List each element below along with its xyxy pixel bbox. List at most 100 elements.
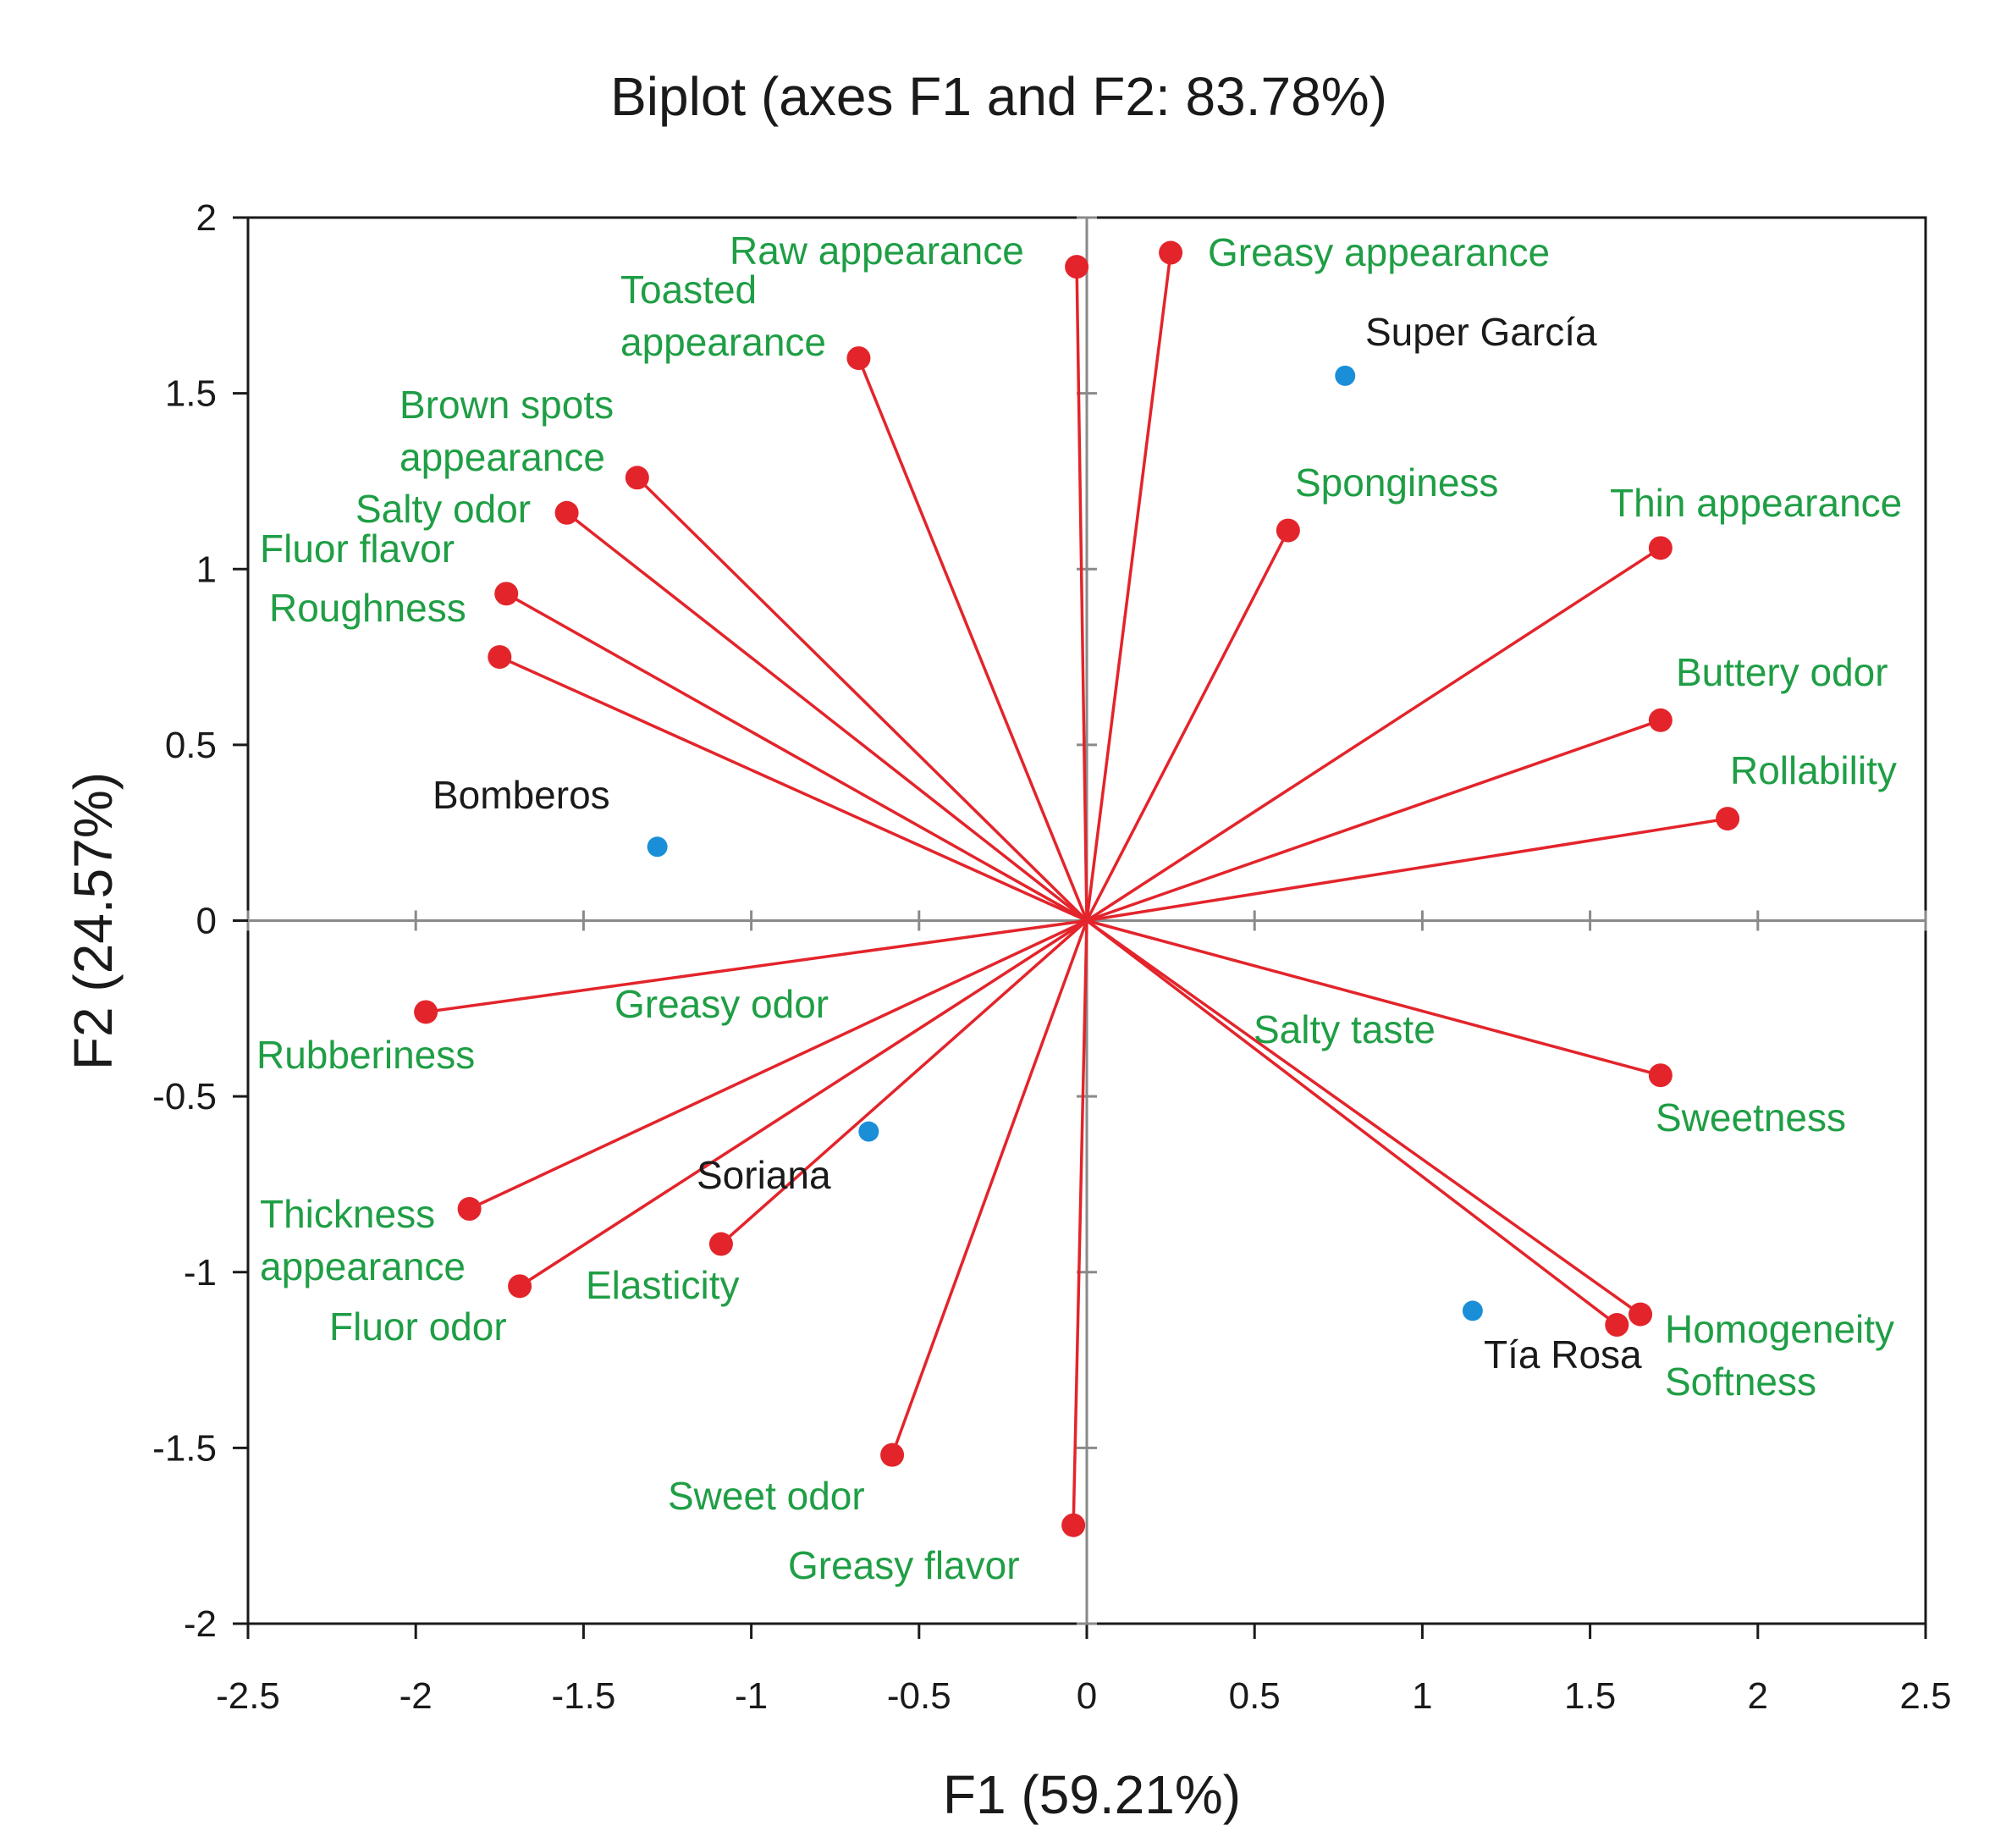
x-tick-label: 1.5	[1564, 1675, 1616, 1717]
variable-vector	[1086, 918, 1662, 1077]
variable-point	[488, 645, 512, 670]
plot-area: -2.5 -2 -1.5 -1 -0.5 0 0.5 1 1.5 2 2.5 -2 -1.5 -1 -0.5…	[152, 197, 1951, 1717]
y-tick-label: -2	[184, 1603, 217, 1645]
variable-label: Fluor flavor	[260, 527, 455, 571]
variable-label: Homogeneity	[1665, 1307, 1894, 1351]
y-tick-label: -1.5	[152, 1427, 217, 1469]
chart-title: Biplot (axes F1 and F2: 83.78%)	[610, 66, 1387, 127]
variable-label: Greasy odor	[614, 982, 829, 1026]
y-tick-label: 2	[196, 197, 217, 239]
variable-label: Thickness appearance	[260, 1192, 466, 1288]
variable-vector	[519, 919, 1088, 1288]
variable-point	[1065, 255, 1089, 279]
observation-label: Super García	[1365, 310, 1597, 354]
variable-point	[554, 500, 579, 525]
variable-label: Raw appearance	[730, 229, 1024, 273]
variable-label: Elasticity	[586, 1263, 739, 1307]
variable-label-line: appearance	[400, 435, 605, 479]
variable-label-line: Thickness	[260, 1192, 435, 1236]
observation-label: Tía Rosa	[1484, 1332, 1642, 1376]
variable-vector	[1086, 719, 1662, 923]
variable-label: Sweetness	[1656, 1095, 1846, 1139]
variable-label: Buttery odor	[1676, 650, 1888, 694]
y-axis-title: F2 (24.57%)	[63, 772, 124, 1070]
variable-point	[1648, 1063, 1673, 1088]
variable-point	[880, 1443, 905, 1467]
variable-label: Thin appearance	[1610, 481, 1902, 525]
variable-vector	[1085, 252, 1172, 921]
variable-vector	[636, 477, 1088, 922]
variable-point	[1276, 518, 1300, 543]
variable-label-line: appearance	[620, 320, 826, 364]
variable-vector	[1085, 919, 1642, 1316]
variable-vector	[1085, 919, 1618, 1327]
x-axis-title: F1 (59.21%)	[943, 1764, 1241, 1825]
variable-label: Salty taste	[1254, 1007, 1436, 1051]
variable-vector	[1085, 529, 1290, 922]
variable-vector	[1086, 817, 1728, 923]
x-tick-label: -0.5	[887, 1675, 951, 1717]
variable-label: Salty odor	[355, 487, 531, 531]
variable-point	[1716, 807, 1740, 831]
x-tick-label: 2.5	[1899, 1675, 1951, 1717]
variable-point	[1629, 1302, 1653, 1327]
x-tick-label: 2	[1748, 1675, 1768, 1717]
variable-label: Brown spots appearance	[400, 383, 614, 479]
variable-point	[1605, 1313, 1629, 1338]
y-tick-label: 0.5	[165, 725, 217, 766]
variable-label: Greasy flavor	[788, 1543, 1020, 1587]
observation-point	[1462, 1300, 1483, 1321]
variable-vector	[1072, 920, 1088, 1525]
x-tick-label: 0	[1077, 1675, 1097, 1717]
x-tick-label: -2	[400, 1675, 433, 1717]
y-tick-label: 0	[196, 901, 217, 942]
variable-vector	[1075, 267, 1088, 921]
variable-label: Greasy appearance	[1208, 230, 1550, 274]
variable-vector	[890, 919, 1088, 1456]
x-tick-label: -1.5	[551, 1675, 615, 1717]
variable-point	[1061, 1513, 1086, 1537]
variable-label: Roughness	[269, 586, 466, 630]
variable-label-line: Brown spots	[400, 383, 614, 427]
variable-point	[625, 466, 649, 490]
variable-label: Softness	[1665, 1360, 1816, 1404]
variable-label: Rubberiness	[256, 1033, 475, 1077]
variable-point	[494, 582, 519, 606]
variable-point	[846, 346, 871, 371]
x-tick-label: 1	[1412, 1675, 1432, 1717]
variable-vector	[468, 918, 1088, 1211]
variable-vector	[1086, 546, 1662, 922]
variable-label: Sponginess	[1295, 461, 1498, 505]
observation-point	[647, 836, 668, 858]
variable-label-line: appearance	[260, 1244, 466, 1288]
variable-label: Toasted appearance	[620, 268, 826, 364]
variable-label: Fluor odor	[329, 1305, 507, 1349]
variable-point	[708, 1232, 733, 1256]
variable-label: Rollability	[1730, 748, 1897, 792]
variable-point	[1648, 536, 1673, 560]
variable-vector	[425, 918, 1088, 1014]
x-tick-label: -2.5	[216, 1675, 280, 1717]
variable-vector	[719, 919, 1088, 1245]
variable-vector	[857, 357, 1088, 922]
observation-label: Soriana	[697, 1153, 831, 1197]
x-tick-label: 0.5	[1229, 1675, 1281, 1717]
variable-label: Sweet odor	[668, 1474, 865, 1518]
x-tick-label: -1	[735, 1675, 768, 1717]
observation-point	[1335, 365, 1356, 386]
y-tick-label: -1	[184, 1252, 217, 1294]
y-tick-label: 1.5	[165, 373, 217, 415]
variable-point	[1159, 240, 1183, 265]
y-tick-label: 1	[196, 549, 217, 590]
variable-point	[414, 1000, 438, 1024]
y-tick-label: -0.5	[152, 1076, 217, 1117]
variable-point	[508, 1274, 532, 1299]
variable-point	[457, 1197, 482, 1222]
variable-point	[1648, 708, 1673, 732]
observation-point	[858, 1121, 879, 1142]
variable-vector	[499, 655, 1088, 923]
variable-label-line: Toasted	[620, 268, 757, 312]
variable-vector	[505, 592, 1088, 923]
